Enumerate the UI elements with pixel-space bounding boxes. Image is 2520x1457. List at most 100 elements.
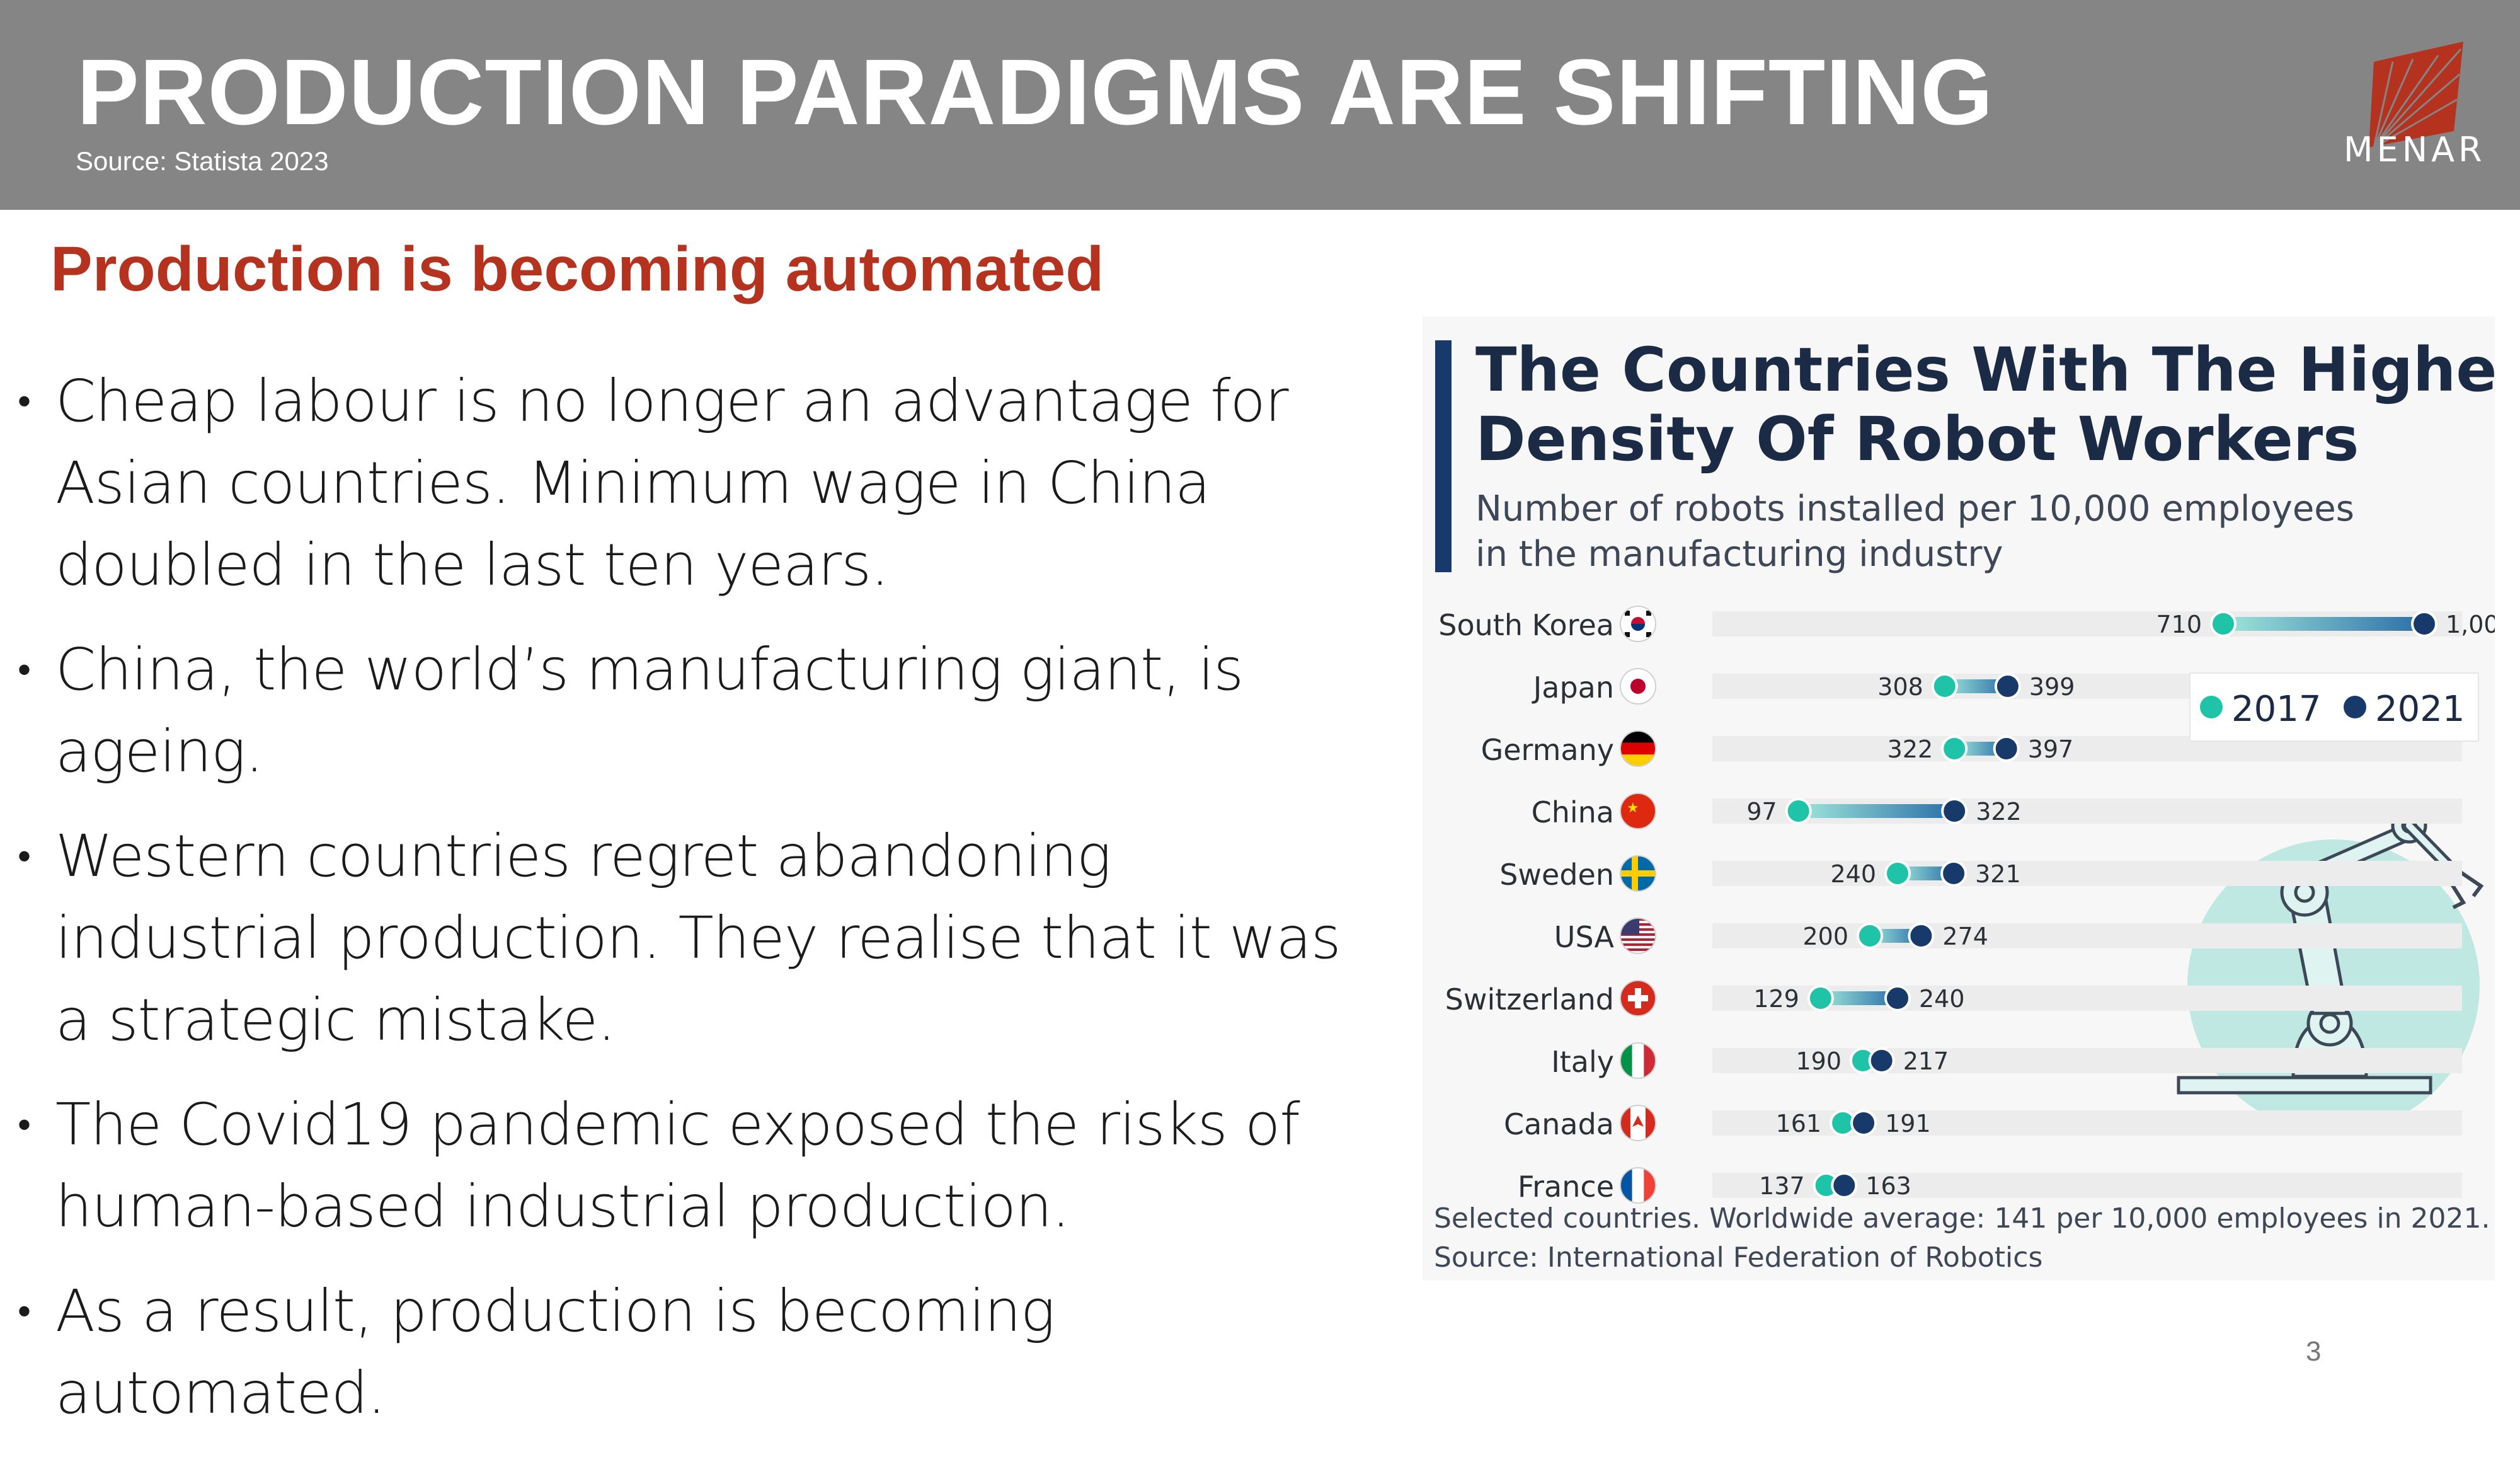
chart-row: Italy 190 217 — [1551, 1042, 2462, 1079]
point-2017 — [1884, 860, 1911, 887]
chart-row: Japan 308 399 — [1532, 668, 2462, 705]
point-2021 — [1994, 673, 2021, 700]
point-2021 — [1884, 985, 1911, 1011]
chart-row: USA 200 274 — [1554, 918, 2462, 954]
range-bar — [2223, 617, 2424, 631]
country-label: Sweden — [1499, 858, 1614, 892]
value-label-2021: 191 — [1885, 1110, 1931, 1137]
title-accent-bar — [1435, 340, 1452, 572]
flag-stripe — [1632, 1043, 1644, 1078]
logo-text: MENAR — [2344, 130, 2486, 170]
flag-trigram — [1646, 611, 1651, 616]
chart-row: Canada 161 191 — [1504, 1105, 2462, 1141]
range-bar — [1870, 929, 1922, 943]
chart-row: South Korea 710 1,000 — [1438, 606, 2514, 642]
flag-border — [1620, 668, 1656, 705]
value-label-2021: 1,000 — [2446, 611, 2495, 638]
country-label: China — [1532, 795, 1614, 829]
point-2017 — [2210, 611, 2236, 637]
bullet-item: Western countries regret abandoning indu… — [18, 815, 1391, 1061]
range-bar — [1944, 679, 2008, 693]
chart-row: France 137 163 — [1518, 1167, 2462, 1204]
page-number: 3 — [2306, 1336, 2322, 1367]
value-label-2021: 240 — [1919, 985, 1965, 1013]
row-track — [1712, 861, 2462, 886]
flag-sun — [1630, 679, 1646, 694]
row-track — [1712, 1110, 2462, 1136]
range-bar — [1954, 742, 2007, 756]
point-2021 — [1868, 1047, 1895, 1074]
value-label-2017: 322 — [1887, 735, 1933, 763]
chart-title-line-1: The Countries With The Highest — [1475, 335, 2495, 405]
bullet-item: China, the world’s manufacturing giant, … — [18, 629, 1391, 793]
flag-star: ★ — [1627, 800, 1639, 816]
value-label-2017: 129 — [1753, 985, 1799, 1013]
range-bar — [1898, 867, 1954, 880]
switzerland-flag-icon — [1620, 981, 1656, 1016]
value-label-2017: 161 — [1776, 1110, 1822, 1137]
country-label: Germany — [1481, 733, 1614, 767]
value-label-2021: 163 — [1865, 1172, 1911, 1200]
country-label: Italy — [1551, 1045, 1614, 1079]
legend-2017-label: 2017 — [2231, 689, 2322, 730]
flag-border — [1620, 793, 1656, 829]
country-label: France — [1518, 1170, 1614, 1204]
flag-border — [1620, 1167, 1656, 1204]
value-label-2021: 217 — [1903, 1047, 1949, 1075]
flag-stripe — [1620, 943, 1656, 946]
chart-title-line-2: Density Of Robot Workers — [1475, 404, 2359, 475]
flag-cross — [1632, 856, 1638, 891]
value-label-2017: 308 — [1877, 673, 1923, 701]
bullet-item: Cheap labour is no longer an advantage f… — [18, 360, 1391, 606]
flag-stripe — [1620, 742, 1656, 755]
point-2021 — [1831, 1172, 1858, 1199]
value-label-2017: 240 — [1830, 860, 1876, 888]
country-label: Canada — [1504, 1107, 1614, 1141]
point-2017 — [1807, 985, 1834, 1011]
south-korea-flag-icon — [1620, 606, 1656, 642]
range-bar — [1798, 804, 1955, 818]
chart-legend: 2017 2021 — [2189, 672, 2479, 742]
section-subtitle: Production is becoming automated — [50, 234, 1104, 304]
page-title: PRODUCTION PARADIGMS ARE SHIFTING — [77, 40, 1994, 144]
chart-row: Sweden 240 321 — [1499, 855, 2462, 892]
value-label-2021: 397 — [2028, 735, 2074, 763]
robot-arm-illustration-icon — [2177, 807, 2484, 1132]
flag-border — [1620, 1105, 1656, 1141]
value-label-2021: 274 — [1942, 923, 1988, 950]
flag-stripe — [1620, 948, 1656, 951]
flag-cross — [1628, 995, 1648, 1001]
flag-trigram — [1625, 632, 1630, 637]
flag-border — [1620, 606, 1656, 642]
row-track — [1712, 923, 2462, 948]
header-bar — [0, 0, 2520, 210]
country-label: Japan — [1532, 671, 1614, 705]
chart-subtitle-line-2: in the manufacturing industry — [1475, 534, 2003, 575]
bullet-item: As a result, production is becoming auto… — [18, 1270, 1391, 1434]
chart-row: China ★ 97 322 — [1532, 793, 2462, 829]
japan-flag-icon — [1620, 669, 1656, 704]
range-bar — [1820, 991, 1898, 1005]
value-label-2017: 200 — [1802, 923, 1848, 950]
point-2021 — [1940, 860, 1967, 887]
point-2017 — [1941, 735, 1968, 762]
value-label-2021: 322 — [1976, 798, 2022, 826]
point-2017 — [1857, 923, 1883, 949]
value-label-2017: 137 — [1759, 1172, 1805, 1200]
country-label: USA — [1554, 920, 1615, 954]
point-2017 — [1785, 798, 1812, 824]
flag-border — [1620, 855, 1656, 892]
flag-trigram — [1625, 611, 1630, 616]
flag-taeguk-lower — [1631, 624, 1645, 631]
value-label-2017: 710 — [2156, 611, 2202, 638]
legend-2021-label: 2021 — [2375, 689, 2465, 730]
point-2021 — [1908, 923, 1935, 949]
chart-row: Switzerland 129 240 — [1445, 980, 2462, 1016]
value-label-2017: 190 — [1796, 1047, 1841, 1075]
robot-density-chart: The Countries With The Highest Density O… — [1423, 316, 2520, 1281]
flag-border — [1620, 730, 1656, 767]
bullet-item: The Covid19 pandemic exposed the risks o… — [18, 1084, 1391, 1248]
point-2021 — [1941, 798, 1968, 824]
chart-footnote: Selected countries. Worldwide average: 1… — [1434, 1202, 2490, 1235]
value-label-2021: 321 — [1975, 860, 2021, 888]
